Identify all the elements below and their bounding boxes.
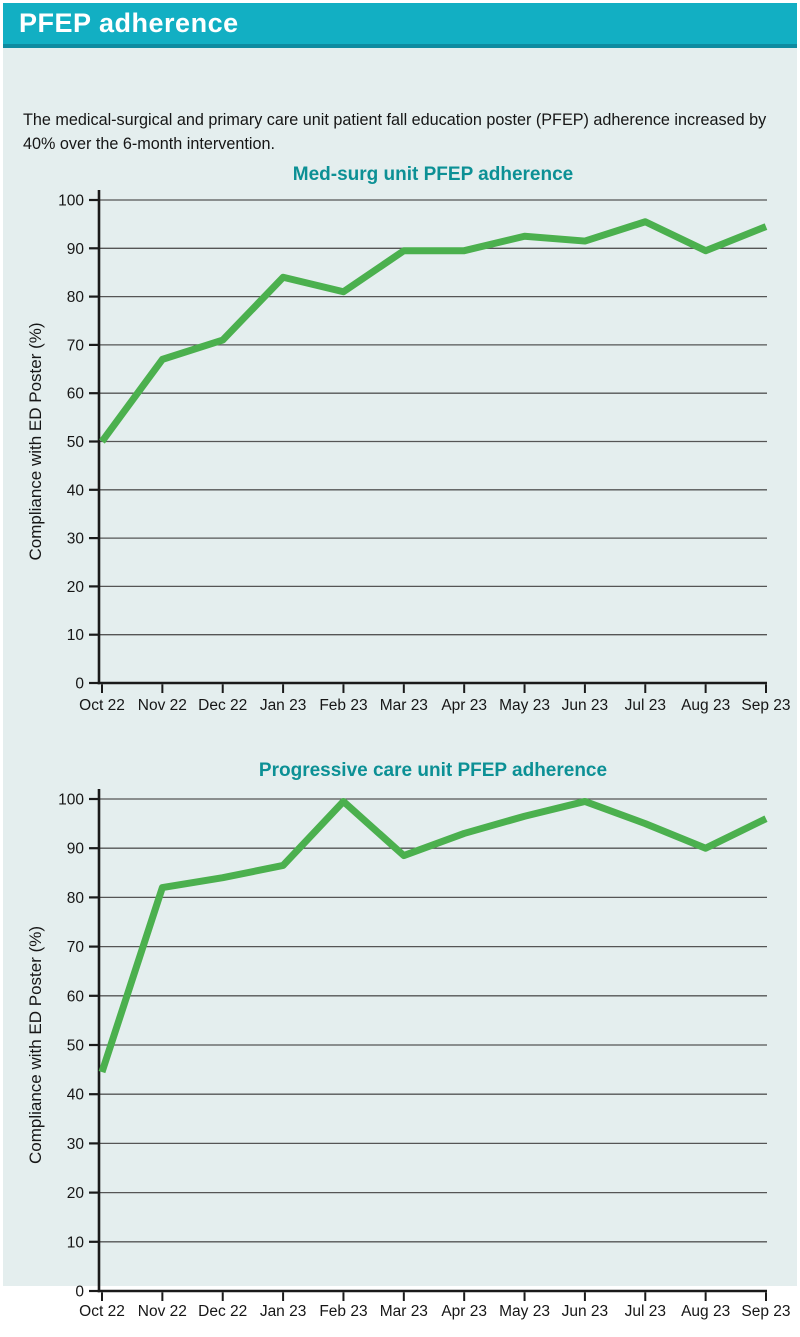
svg-text:100: 100 <box>58 792 84 809</box>
svg-text:May 23: May 23 <box>499 1303 550 1320</box>
svg-text:80: 80 <box>67 289 85 306</box>
svg-text:10: 10 <box>67 1234 85 1251</box>
svg-text:Oct 22: Oct 22 <box>79 1303 125 1320</box>
svg-text:Nov 22: Nov 22 <box>138 1303 187 1320</box>
svg-text:May 23: May 23 <box>499 697 550 714</box>
svg-text:Aug 23: Aug 23 <box>681 697 730 714</box>
svg-text:40: 40 <box>67 482 85 499</box>
svg-text:Nov 22: Nov 22 <box>138 697 187 714</box>
svg-text:70: 70 <box>67 337 85 354</box>
svg-text:Oct 22: Oct 22 <box>79 697 125 714</box>
progressive-care-adherence-chart: 0 10 20 30 40 50 60 70 80 90 100 Oct 22 Nov 22 Dec 22… <box>26 789 791 1320</box>
svg-text:40: 40 <box>67 1087 85 1104</box>
svg-text:60: 60 <box>67 386 85 403</box>
page-title: PFEP adherence <box>19 8 239 38</box>
svg-text:90: 90 <box>67 241 85 258</box>
svg-text:20: 20 <box>67 579 85 596</box>
svg-text:Jul 23: Jul 23 <box>625 697 666 714</box>
svg-text:Mar 23: Mar 23 <box>380 697 428 714</box>
svg-text:80: 80 <box>67 890 85 907</box>
med-surg-adherence-chart: 0 10 20 30 40 50 60 70 80 90 100 Oct 22 Nov 22 Dec 22… <box>26 190 791 714</box>
figure-caption: The medical-surgical and primary care un… <box>23 111 767 154</box>
svg-text:50: 50 <box>67 434 85 451</box>
svg-text:10: 10 <box>67 627 85 644</box>
svg-text:Jan 23: Jan 23 <box>260 697 307 714</box>
svg-text:Apr 23: Apr 23 <box>441 1303 487 1320</box>
svg-text:Jun 23: Jun 23 <box>562 697 609 714</box>
svg-text:70: 70 <box>67 939 85 956</box>
svg-text:Jan 23: Jan 23 <box>260 1303 307 1320</box>
svg-text:Sep 23: Sep 23 <box>741 697 790 714</box>
svg-text:Dec 22: Dec 22 <box>198 697 247 714</box>
svg-text:Compliance with ED Poster (%): Compliance with ED Poster (%) <box>26 926 45 1164</box>
svg-text:20: 20 <box>67 1185 85 1202</box>
svg-text:Jul 23: Jul 23 <box>625 1303 666 1320</box>
svg-text:90: 90 <box>67 841 85 858</box>
svg-text:Dec 22: Dec 22 <box>198 1303 247 1320</box>
svg-text:30: 30 <box>67 1136 85 1153</box>
figure-body: The medical-surgical and primary care un… <box>3 48 797 1320</box>
svg-text:Sep 23: Sep 23 <box>741 1303 790 1320</box>
header-bar: PFEP adherence <box>3 3 797 48</box>
pfep-adherence-figure: PFEP adherence The medical-surgical and … <box>3 3 797 1320</box>
progressive-care-chart-title: Progressive care unit PFEP adherence <box>258 760 608 781</box>
svg-text:50: 50 <box>67 1038 85 1055</box>
svg-text:Feb 23: Feb 23 <box>319 1303 367 1320</box>
svg-text:Feb 23: Feb 23 <box>319 697 367 714</box>
med-surg-chart-title: Med-surg unit PFEP adherence <box>292 164 574 185</box>
svg-text:0: 0 <box>75 676 84 693</box>
svg-text:Apr 23: Apr 23 <box>441 697 487 714</box>
svg-text:60: 60 <box>67 988 85 1005</box>
svg-text:Jun 23: Jun 23 <box>562 1303 609 1320</box>
svg-text:30: 30 <box>67 531 85 548</box>
svg-text:Compliance with ED Poster (%): Compliance with ED Poster (%) <box>26 322 45 560</box>
svg-text:0: 0 <box>75 1284 84 1301</box>
svg-text:100: 100 <box>58 193 84 210</box>
svg-text:Aug 23: Aug 23 <box>681 1303 730 1320</box>
svg-text:Mar 23: Mar 23 <box>380 1303 428 1320</box>
